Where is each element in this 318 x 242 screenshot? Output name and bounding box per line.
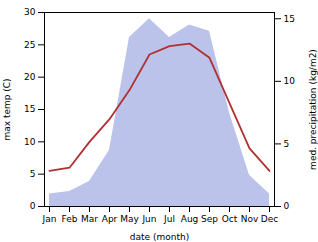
svg-text:30: 30 (24, 7, 36, 17)
svg-text:15: 15 (24, 104, 35, 114)
svg-text:10: 10 (284, 76, 296, 86)
svg-text:20: 20 (24, 72, 36, 82)
svg-text:Nov: Nov (241, 214, 259, 224)
svg-text:Apr: Apr (102, 214, 118, 224)
svg-text:max temp (C): max temp (C) (2, 78, 12, 140)
svg-text:date (month): date (month) (130, 232, 189, 242)
svg-text:Jul: Jul (163, 214, 175, 224)
svg-text:25: 25 (24, 40, 35, 50)
svg-text:May: May (120, 214, 139, 224)
svg-text:Oct: Oct (222, 214, 238, 224)
svg-text:Jan: Jan (42, 214, 57, 224)
svg-text:Feb: Feb (62, 214, 78, 224)
svg-text:10: 10 (24, 137, 36, 147)
svg-text:0: 0 (30, 201, 36, 211)
svg-text:Sep: Sep (201, 214, 218, 224)
svg-text:Jun: Jun (141, 214, 156, 224)
svg-text:Mar: Mar (81, 214, 98, 224)
svg-text:15: 15 (284, 14, 295, 24)
svg-text:Dec: Dec (261, 214, 278, 224)
svg-text:0: 0 (284, 201, 290, 211)
svg-text:Aug: Aug (181, 214, 199, 224)
svg-text:5: 5 (30, 169, 36, 179)
svg-text:med. precipitation (kg/m2): med. precipitation (kg/m2) (308, 49, 318, 170)
svg-text:5: 5 (284, 139, 290, 149)
